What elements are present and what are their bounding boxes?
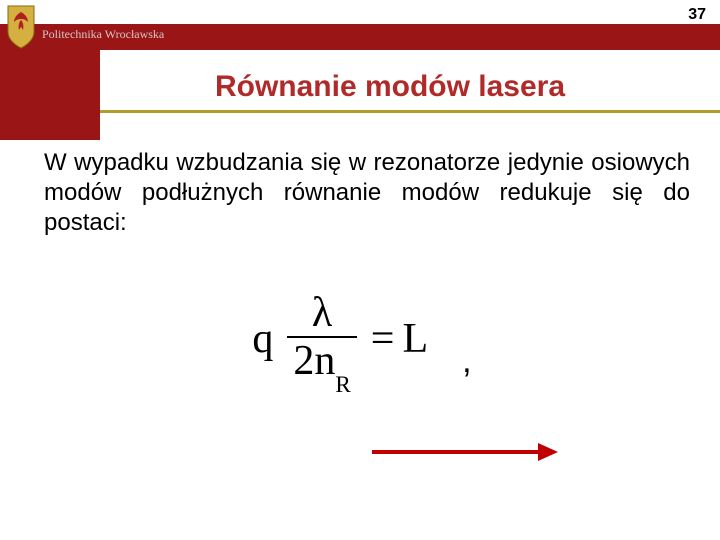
- left-accent-column: [0, 50, 100, 140]
- title-bar: Równanie modów lasera: [100, 62, 720, 112]
- slide-title: Równanie modów lasera: [215, 70, 605, 104]
- equation-block: q λ 2nR = L ,: [0, 290, 720, 389]
- eq-q: q: [252, 315, 273, 363]
- arrow-head-icon: [538, 443, 558, 461]
- continuation-arrow: [370, 440, 560, 469]
- equation: q λ 2nR = L ,: [248, 290, 471, 389]
- eq-trailing-comma: ,: [462, 342, 471, 381]
- denom-subscript: R: [335, 371, 350, 397]
- eq-fraction: λ 2nR: [287, 290, 356, 389]
- title-underline: [100, 110, 720, 113]
- university-logo: [6, 4, 36, 48]
- denom-coeff: 2n: [293, 338, 335, 384]
- page-number: 37: [688, 6, 706, 24]
- eq-L: L: [402, 315, 428, 363]
- eq-numerator: λ: [306, 290, 338, 336]
- body-paragraph: W wypadku wzbudzania się w rezonatorze j…: [44, 148, 690, 238]
- eq-equals: =: [371, 315, 395, 363]
- eq-denominator: 2nR: [287, 338, 356, 389]
- institution-name: Politechnika Wrocławska: [42, 27, 164, 42]
